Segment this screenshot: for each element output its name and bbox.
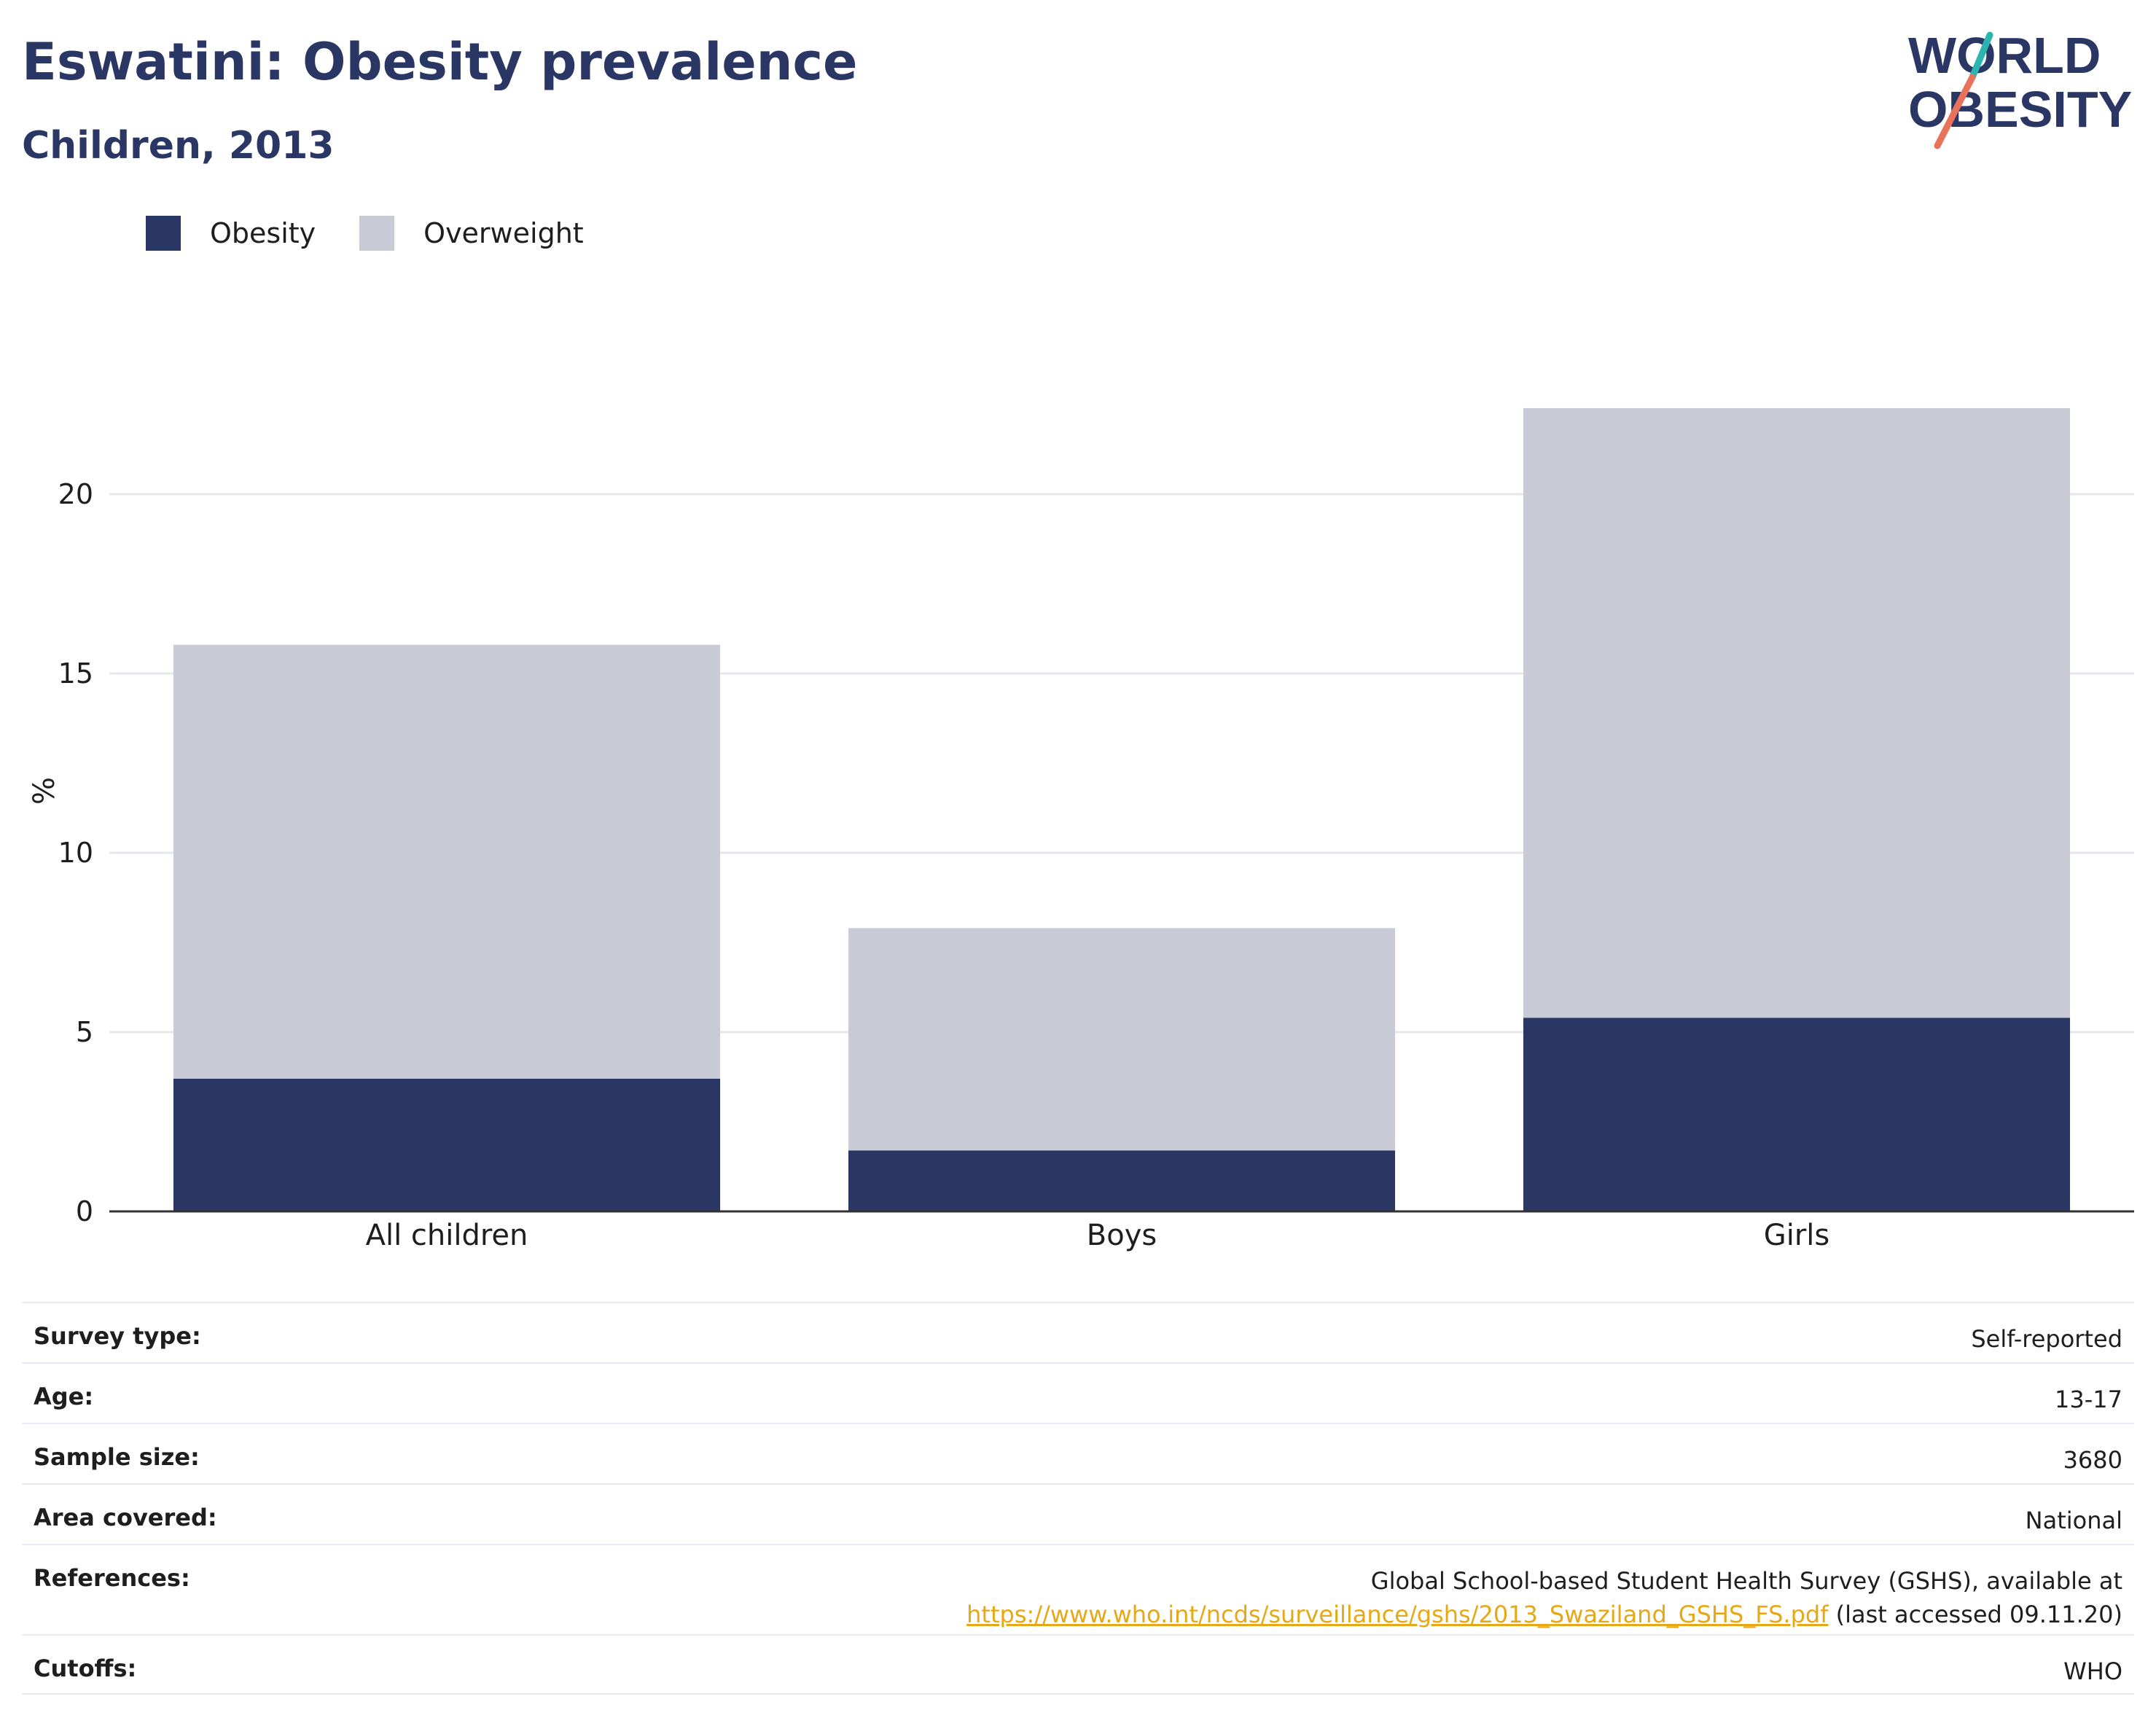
info-label: Age: [34, 1383, 94, 1410]
info-label: Sample size: [34, 1443, 200, 1471]
bar-obesity-all-children [173, 1078, 721, 1211]
survey-info-table: Survey type: Self-reported Age: 13-17 Sa… [22, 1302, 2134, 1695]
info-row-cutoffs: Cutoffs: WHO [22, 1634, 2134, 1695]
references-text: Global School-based Student Health Surve… [1370, 1567, 2122, 1595]
legend-label-overweight: Overweight [423, 217, 584, 249]
logo-slash-teal [1969, 31, 1993, 81]
x-tick-label: All children [366, 1219, 528, 1252]
info-value: 13-17 [2055, 1386, 2122, 1413]
y-tick-label: 5 [76, 1016, 93, 1048]
y-tick-label: 20 [58, 478, 93, 510]
info-row-age: Age: 13-17 [22, 1362, 2134, 1423]
y-axis-label: % [28, 777, 61, 805]
info-value: National [2025, 1507, 2122, 1534]
legend-swatch-overweight [359, 216, 395, 251]
references-suffix: (last accessed 09.11.20) [1828, 1601, 2122, 1628]
logo-text-world: WORLD [1908, 27, 2101, 84]
info-row-area-covered: Area covered: National [22, 1483, 2134, 1544]
y-tick-label: 0 [76, 1195, 93, 1227]
y-tick-label: 15 [58, 657, 93, 690]
legend-swatch-obesity [146, 216, 181, 251]
info-label: Area covered: [34, 1504, 217, 1531]
info-label: Survey type: [34, 1322, 201, 1350]
chart-legend: Obesity Overweight [146, 216, 628, 251]
stacked-bar-chart: 0 5 10 15 20% All children Boys Girls [28, 407, 2134, 1252]
chart-title: Eswatini: Obesity prevalence [22, 32, 858, 92]
info-label: References: [34, 1564, 190, 1592]
x-tick-label: Boys [1087, 1219, 1157, 1252]
legend-item-obesity[interactable]: Obesity [146, 216, 316, 251]
info-label: Cutoffs: [34, 1655, 137, 1682]
references-link[interactable]: https://www.who.int/ncds/surveillance/gs… [966, 1601, 1829, 1628]
x-tick-label: Girls [1764, 1219, 1830, 1252]
info-value: WHO [2063, 1657, 2122, 1685]
info-value: Self-reported [1971, 1325, 2122, 1353]
logo-slash-coral [1934, 74, 1976, 149]
info-value: 3680 [2063, 1446, 2122, 1474]
legend-label-obesity: Obesity [210, 217, 316, 249]
bar-obesity-girls [1523, 1018, 2071, 1211]
bar-overweight-all-children [173, 644, 721, 1079]
info-row-survey-type: Survey type: Self-reported [22, 1302, 2134, 1362]
bar-overweight-boys [848, 928, 1396, 1151]
world-obesity-logo: WORLD OBESITY [1908, 27, 2132, 149]
y-tick-label: 10 [58, 837, 93, 869]
legend-item-overweight[interactable]: Overweight [359, 216, 584, 251]
bar-obesity-boys [848, 1150, 1396, 1211]
references-value: Global School-based Student Health Surve… [966, 1564, 2122, 1631]
chart-subtitle: Children, 2013 [22, 124, 335, 168]
bar-overweight-girls [1523, 407, 2071, 1018]
info-row-sample-size: Sample size: 3680 [22, 1423, 2134, 1483]
info-row-references: References: Global School-based Student … [22, 1544, 2134, 1634]
